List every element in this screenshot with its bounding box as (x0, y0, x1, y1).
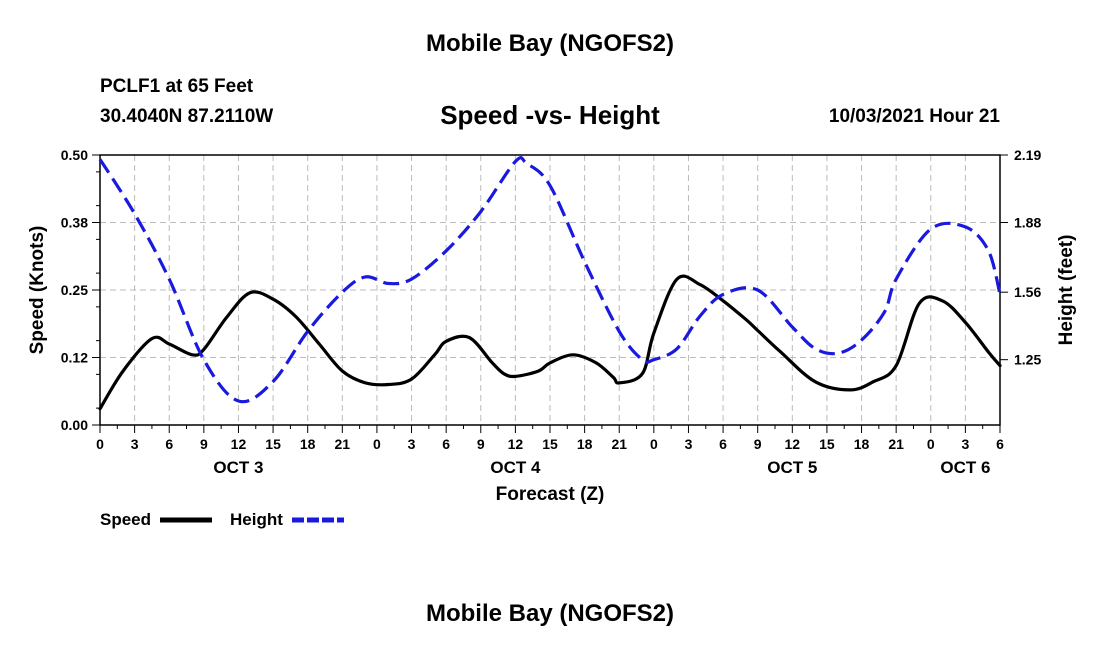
y2-tick-label: 1.88 (1014, 215, 1041, 231)
date-label: OCT 6 (940, 458, 990, 477)
y-tick-label: 0.50 (61, 147, 88, 163)
chart-title: Mobile Bay (NGOFS2) (425, 30, 675, 57)
y2-tick-label: 1.56 (1014, 284, 1041, 300)
y2-tick-label: 2.19 (1014, 147, 1041, 163)
x-tick-label: 12 (785, 436, 801, 452)
x-tick-label: 0 (373, 436, 381, 452)
x-tick-label: 18 (300, 436, 316, 452)
x-tick-label: 15 (542, 436, 558, 452)
date-label: OCT 3 (213, 458, 263, 477)
x-axis-label: Forecast (Z) (496, 484, 605, 505)
x-tick-label: 3 (685, 436, 693, 452)
chart-subtitle: Speed -vs- Height (440, 100, 660, 130)
axis-ticks (92, 154, 1008, 433)
x-tick-label: 21 (888, 436, 904, 452)
y-tick-label: 0.25 (61, 282, 88, 298)
x-tick-label: 21 (611, 436, 627, 452)
y2-tick-label: 1.25 (1014, 352, 1041, 368)
x-tick-label: 0 (927, 436, 935, 452)
date-label: OCT 4 (490, 458, 541, 477)
series (98, 156, 1002, 411)
legend: Speed Height (100, 510, 344, 529)
footer-title: Mobile Bay (NGOFS2) (425, 600, 675, 627)
x-tick-label: 6 (442, 436, 450, 452)
x-tick-label: 0 (96, 436, 104, 452)
x-tick-label: 9 (477, 436, 485, 452)
date-label: OCT 5 (767, 458, 817, 477)
x-tick-label: 18 (577, 436, 593, 452)
x-tick-label: 6 (996, 436, 1004, 452)
height-series-line (98, 156, 1002, 404)
legend-height-label: Height (230, 510, 283, 529)
y-tick-label: 0.12 (61, 350, 88, 366)
y-axis-label: Speed (Knots) (27, 226, 48, 355)
x-tick-label: 15 (819, 436, 835, 452)
x-tick-label: 3 (961, 436, 969, 452)
y-tick-label: 0.38 (61, 215, 88, 231)
datetime-label: 10/03/2021 Hour 21 (828, 106, 1000, 127)
station-label: PCLF1 at 65 Feet (100, 76, 254, 97)
x-tick-label: 9 (200, 436, 208, 452)
coordinates-label: 30.4040N 87.2110W (100, 106, 274, 127)
x-tick-label: 21 (335, 436, 351, 452)
y-tick-label: 0.00 (61, 417, 88, 433)
x-tick-label: 12 (231, 436, 247, 452)
x-tick-label: 0 (650, 436, 658, 452)
y2-axis-label: Height (feet) (1056, 235, 1077, 346)
legend-speed-label: Speed (100, 510, 151, 529)
x-tick-label: 6 (719, 436, 727, 452)
x-tick-label: 12 (508, 436, 524, 452)
speed-series-line (98, 274, 1002, 411)
x-tick-label: 9 (754, 436, 762, 452)
x-tick-label: 6 (165, 436, 173, 452)
x-tick-label: 15 (265, 436, 281, 452)
axis-text: Forecast (Z) Speed (Knots) Height (feet)… (27, 147, 1077, 505)
x-tick-label: 3 (131, 436, 139, 452)
x-tick-label: 3 (408, 436, 416, 452)
x-tick-label: 18 (854, 436, 870, 452)
